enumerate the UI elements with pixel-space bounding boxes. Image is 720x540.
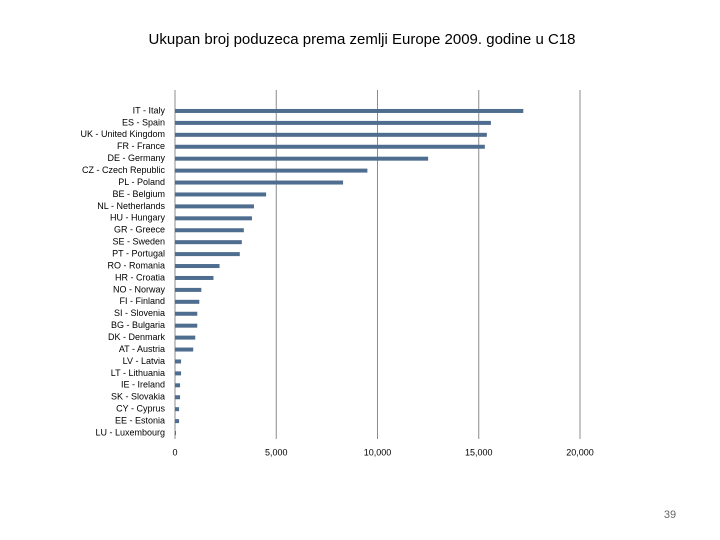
- bar: [175, 419, 180, 424]
- x-tick-label: 5,000: [265, 447, 288, 457]
- bar: [175, 192, 267, 197]
- y-tick-label: BG - Bulgaria: [111, 320, 165, 330]
- y-tick-label: FR - France: [117, 141, 165, 151]
- y-tick-label: IT - Italy: [133, 105, 166, 115]
- y-tick-label: HU - Hungary: [110, 213, 166, 223]
- y-tick-label: DE - Germany: [107, 153, 165, 163]
- bar: [175, 275, 214, 280]
- bar: [175, 108, 524, 113]
- bar: [175, 383, 181, 388]
- bar: [175, 240, 242, 245]
- y-tick-label: UK - United Kingdom: [80, 129, 165, 139]
- bar: [175, 311, 198, 316]
- chart-title: Ukupan broj poduzeca prema zemlji Europe…: [149, 31, 576, 48]
- y-tick-label: SI - Slovenia: [114, 308, 165, 318]
- bar: [175, 252, 240, 257]
- bar: [175, 335, 196, 340]
- bar: [175, 407, 180, 412]
- y-tick-label: BE - Belgium: [112, 189, 165, 199]
- y-tick-label: DK - Denmark: [108, 332, 166, 342]
- y-tick-label: IE - Ireland: [121, 380, 165, 390]
- bar: [175, 228, 244, 233]
- y-tick-label: CZ - Czech Republic: [82, 165, 166, 175]
- y-tick-label: FI - Finland: [119, 296, 165, 306]
- bar: [175, 144, 485, 149]
- y-tick-label: ES - Spain: [122, 117, 165, 127]
- y-tick-label: PT - Portugal: [112, 248, 165, 258]
- y-tick-label: AT - Austria: [119, 344, 165, 354]
- y-tick-label: SK - Slovakia: [111, 392, 165, 402]
- page-number: 39: [664, 509, 676, 521]
- bar: [175, 347, 194, 352]
- bar: [175, 359, 182, 364]
- bar: [175, 204, 254, 209]
- bar: [175, 371, 182, 376]
- y-tick-label: LT - Lithuania: [111, 368, 165, 378]
- x-tick-label: 20,000: [566, 447, 594, 457]
- y-tick-label: GR - Greece: [114, 225, 165, 235]
- y-tick-label: RO - Romania: [107, 260, 165, 270]
- x-tick-label: 15,000: [465, 447, 493, 457]
- y-tick-label: HR - Croatia: [115, 272, 165, 282]
- y-tick-label: LV - Latvia: [123, 356, 165, 366]
- bar: [175, 431, 177, 436]
- y-tick-label: LU - Luxembourg: [95, 427, 165, 437]
- y-tick-label: NO - Norway: [113, 284, 166, 294]
- bar: [175, 264, 220, 269]
- y-tick-label: NL - Netherlands: [97, 201, 165, 211]
- bar: [175, 323, 198, 328]
- y-tick-label: CY - Cyprus: [116, 404, 165, 414]
- bar: [175, 216, 252, 221]
- bar: [175, 395, 181, 400]
- y-tick-label: PL - Poland: [118, 177, 165, 187]
- bar: [175, 132, 487, 137]
- bar: [175, 156, 429, 161]
- bar: [175, 120, 491, 125]
- bar: [175, 287, 202, 292]
- x-tick-label: 0: [172, 447, 177, 457]
- bar: [175, 168, 368, 173]
- y-tick-label: SE - Sweden: [112, 237, 165, 247]
- bar: [175, 299, 200, 304]
- bar: [175, 180, 344, 185]
- y-tick-label: EE - Estonia: [115, 415, 165, 425]
- x-tick-label: 10,000: [364, 447, 392, 457]
